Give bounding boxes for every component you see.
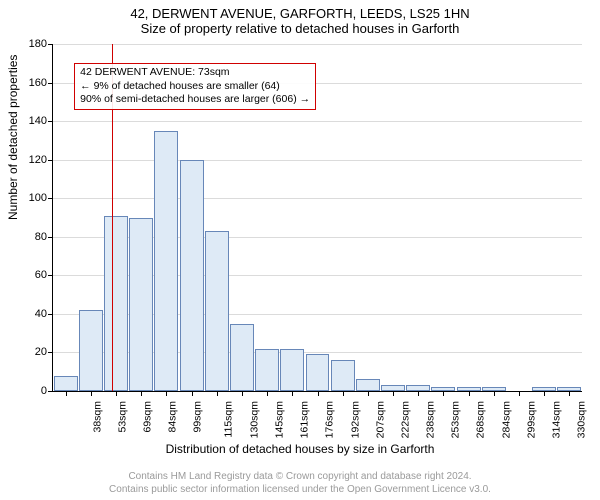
histogram-bar — [280, 349, 304, 391]
xtick-label: 84sqm — [167, 401, 179, 433]
histogram-bar — [230, 324, 254, 391]
title-line-2: Size of property relative to detached ho… — [0, 21, 600, 36]
xtick-label: 192sqm — [349, 401, 361, 438]
ytick-label: 0 — [41, 385, 53, 397]
xtick-mark — [242, 391, 243, 396]
xtick-mark — [267, 391, 268, 396]
ytick-label: 160 — [29, 77, 53, 89]
xtick-mark — [519, 391, 520, 396]
y-axis-label: Number of detached properties — [6, 55, 20, 220]
xtick-label: 314sqm — [550, 401, 562, 438]
xtick-mark — [494, 391, 495, 396]
ytick-label: 20 — [35, 346, 53, 358]
xtick-mark — [443, 391, 444, 396]
xtick-mark — [418, 391, 419, 396]
histogram-bar — [205, 231, 229, 391]
xtick-label: 253sqm — [450, 401, 462, 438]
xtick-label: 299sqm — [525, 401, 537, 438]
xtick-mark — [393, 391, 394, 396]
xtick-mark — [166, 391, 167, 396]
xtick-mark — [192, 391, 193, 396]
chart-title: 42, DERWENT AVENUE, GARFORTH, LEEDS, LS2… — [0, 0, 600, 36]
xtick-label: 222sqm — [399, 401, 411, 438]
xtick-mark — [217, 391, 218, 396]
xtick-mark — [343, 391, 344, 396]
xtick-label: 38sqm — [91, 401, 103, 433]
xtick-label: 53sqm — [116, 401, 128, 433]
xtick-mark — [544, 391, 545, 396]
ytick-label: 100 — [29, 192, 53, 204]
xtick-label: 284sqm — [500, 401, 512, 438]
ytick-label: 80 — [35, 231, 53, 243]
xtick-mark — [469, 391, 470, 396]
gridline — [53, 121, 582, 122]
annotation-line: 42 DERWENT AVENUE: 73sqm — [80, 66, 310, 80]
histogram-chart: 02040608010012014016018038sqm53sqm69sqm8… — [52, 44, 582, 392]
ytick-label: 120 — [29, 154, 53, 166]
annotation-line: ← 9% of detached houses are smaller (64) — [80, 80, 310, 94]
xtick-label: 268sqm — [475, 401, 487, 438]
histogram-bar — [255, 349, 279, 391]
ytick-label: 180 — [29, 38, 53, 50]
xtick-mark — [368, 391, 369, 396]
xtick-label: 145sqm — [273, 401, 285, 438]
xtick-label: 330sqm — [576, 401, 588, 438]
annotation-line: 90% of semi-detached houses are larger (… — [80, 93, 310, 107]
xtick-mark — [318, 391, 319, 396]
xtick-mark — [116, 391, 117, 396]
histogram-bar — [306, 354, 330, 391]
histogram-bar — [54, 376, 78, 391]
ytick-label: 140 — [29, 115, 53, 127]
xtick-mark — [141, 391, 142, 396]
xtick-label: 176sqm — [324, 401, 336, 438]
histogram-bar — [154, 131, 178, 391]
ytick-label: 40 — [35, 308, 53, 320]
histogram-bar — [331, 360, 355, 391]
histogram-bar — [180, 160, 204, 391]
x-axis-label: Distribution of detached houses by size … — [0, 442, 600, 456]
title-line-1: 42, DERWENT AVENUE, GARFORTH, LEEDS, LS2… — [0, 6, 600, 21]
attribution-footer: Contains HM Land Registry data © Crown c… — [0, 471, 600, 496]
xtick-label: 238sqm — [424, 401, 436, 438]
ytick-label: 60 — [35, 269, 53, 281]
gridline — [53, 198, 582, 199]
histogram-bar — [356, 379, 380, 391]
xtick-mark — [91, 391, 92, 396]
footer-line-2: Contains public sector information licen… — [0, 484, 600, 497]
gridline — [53, 44, 582, 45]
xtick-label: 115sqm — [222, 401, 234, 438]
xtick-label: 69sqm — [141, 401, 153, 433]
histogram-bar — [104, 216, 128, 391]
histogram-bar — [129, 218, 153, 392]
xtick-label: 99sqm — [192, 401, 204, 433]
xtick-mark — [66, 391, 67, 396]
xtick-mark — [292, 391, 293, 396]
xtick-mark — [569, 391, 570, 396]
gridline — [53, 160, 582, 161]
annotation-box: 42 DERWENT AVENUE: 73sqm← 9% of detached… — [74, 63, 316, 110]
plot-area: 02040608010012014016018038sqm53sqm69sqm8… — [52, 44, 582, 392]
footer-line-1: Contains HM Land Registry data © Crown c… — [0, 471, 600, 484]
histogram-bar — [79, 310, 103, 391]
xtick-label: 161sqm — [298, 401, 310, 438]
xtick-label: 130sqm — [248, 401, 260, 438]
xtick-label: 207sqm — [374, 401, 386, 438]
